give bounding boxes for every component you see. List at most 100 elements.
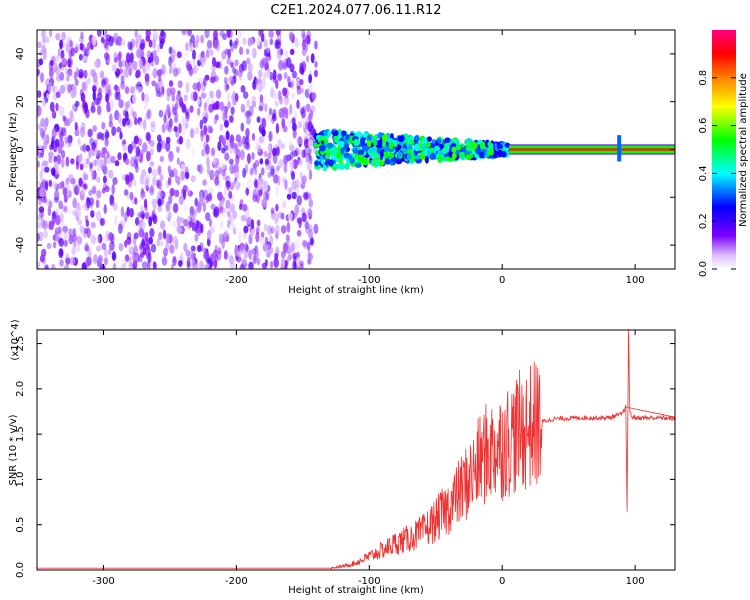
spectrogram-cell: [285, 154, 292, 162]
spectrogram-cell: [327, 159, 335, 167]
spectrogram-cell: [338, 159, 344, 165]
spectrogram-cell: [226, 219, 231, 229]
spectrogram-cell: [159, 220, 166, 230]
spectrogram-cell: [46, 242, 52, 249]
spectrogram-cell: [265, 243, 271, 253]
spectrogram-cell: [157, 198, 162, 207]
spectrogram-cell: [209, 225, 215, 234]
spectrogram-cell: [57, 48, 61, 57]
spectrogram-cell: [182, 218, 189, 227]
spectrogram-cell: [97, 233, 103, 244]
spectrogram-cell: [200, 50, 205, 58]
spectrogram-cell: [178, 135, 184, 145]
spectrogram-cell: [71, 103, 76, 111]
spectrogram-cell: [244, 110, 250, 118]
spectrogram-cell: [307, 253, 314, 261]
spectrogram-cell: [296, 217, 303, 224]
spectrogram-cell: [178, 260, 183, 267]
spectrogram-cell: [248, 249, 252, 260]
spectrogram-cell: [172, 202, 179, 214]
spectrogram-cell: [110, 155, 116, 164]
spectrogram-cell: [77, 138, 81, 145]
spectrogram-cell: [103, 39, 108, 49]
spectrogram-cell: [243, 242, 248, 251]
spectrogram-cell: [212, 102, 219, 111]
spectrogram-cell: [88, 189, 93, 197]
spectrogram-cell: [111, 251, 117, 261]
spectrogram-cell: [37, 261, 41, 269]
spectrogram-cell: [247, 62, 253, 73]
spectrogram-cell: [151, 168, 158, 178]
spectrogram-cell: [118, 98, 124, 109]
spectrogram-cell: [70, 158, 75, 165]
spectrogram-cell: [155, 90, 162, 97]
spectrogram-cell: [64, 82, 68, 91]
snr-ytick-label: 2.5: [15, 336, 26, 352]
spectrogram-cell: [176, 93, 181, 101]
spectrogram-cell: [287, 118, 293, 128]
spectrogram-cell: [122, 258, 128, 267]
spectrogram-cell: [283, 95, 289, 106]
spectrogram-cell: [145, 30, 151, 38]
spectrogram-cell: [185, 110, 190, 119]
spectrogram-cell: [165, 201, 171, 212]
spectrogram-cell: [161, 139, 166, 150]
spectrogram-cell: [379, 150, 384, 159]
spectrogram-cell: [230, 202, 236, 213]
spectrogram-cell: [91, 101, 95, 112]
spectrogram-cell: [273, 174, 279, 184]
chart-title: C2E1.2024.077.06.11.R12: [270, 3, 441, 18]
spectrogram-cell: [451, 152, 457, 159]
spectrogram-cell: [384, 158, 392, 165]
spectrogram-cell: [41, 44, 46, 55]
spectrogram-cell: [263, 48, 268, 57]
spectrogram-cell: [147, 56, 152, 64]
spectrogram-cell: [173, 116, 179, 124]
spectrogram-cell: [152, 214, 158, 225]
spectrogram-cell: [224, 81, 229, 93]
spectrogram-cell: [152, 49, 157, 60]
spectrogram-cell: [118, 60, 123, 68]
spectrogram-cell: [232, 163, 238, 174]
spectrogram-cell: [280, 212, 285, 220]
spectrogram-cell: [201, 148, 206, 157]
colorbar-tick-label: 0.4: [698, 165, 709, 181]
spectrogram-cell: [185, 138, 191, 150]
spectrogram-cell: [281, 142, 285, 150]
spectrogram-cell: [44, 121, 48, 132]
spectrogram-cell: [275, 79, 279, 90]
spectrogram-cell: [231, 165, 237, 175]
spectrogram-cell: [337, 140, 345, 148]
spectrogram-cell: [212, 156, 217, 165]
spectrogram-cell: [332, 130, 339, 137]
spectrogram-cell: [157, 191, 163, 200]
spectrogram-cell: [302, 32, 306, 43]
spectrogram-cell: [98, 87, 103, 95]
spectrogram-ytick-label: -40: [15, 237, 26, 253]
spectrogram-cell: [139, 58, 143, 70]
spectrogram-cell: [218, 233, 224, 244]
spectrogram-cell: [143, 198, 148, 209]
spectrogram-cell: [227, 100, 231, 110]
spectrogram-cell: [305, 55, 310, 63]
spectrogram-cell: [226, 30, 231, 38]
spectrogram-cell: [278, 107, 284, 119]
spectrogram-cell: [177, 227, 183, 234]
spectrogram-cell: [250, 228, 255, 239]
spectrogram-cell: [100, 217, 104, 227]
spectrogram-cell: [308, 138, 314, 150]
spectrogram-cell: [261, 128, 266, 137]
spectrogram-cell: [92, 70, 96, 79]
spectrogram-cell: [181, 30, 187, 36]
spectrogram-cell: [55, 55, 61, 62]
colorbar-tick-label: 0.0: [698, 261, 709, 277]
spectrogram-cell: [274, 212, 280, 224]
spectrogram-cell: [96, 176, 101, 183]
spectrogram-cell: [258, 105, 263, 112]
spectrogram-cell: [442, 147, 449, 155]
spectrogram-cell: [120, 38, 126, 46]
spectrogram-cell: [182, 103, 187, 113]
spectrogram-cell: [159, 155, 164, 163]
spectrogram-cell: [298, 148, 303, 156]
spectrogram-cell: [68, 69, 73, 81]
